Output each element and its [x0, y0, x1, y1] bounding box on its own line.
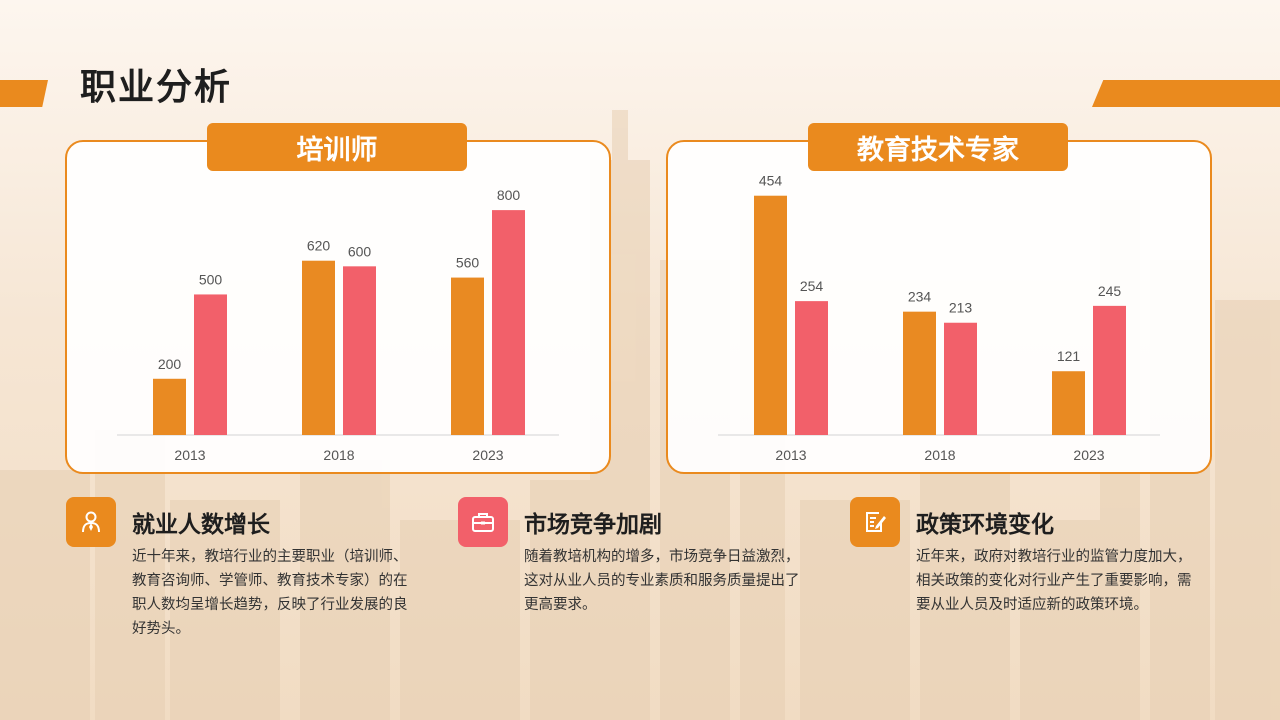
info-title: 政策环境变化: [916, 512, 1054, 538]
x-tick-label: 2018: [924, 447, 955, 463]
decorative-bar-left: [0, 80, 48, 107]
data-label: 620: [307, 238, 331, 254]
bar-2018-series-2: [343, 266, 376, 435]
info-title: 市场竞争加剧: [524, 512, 662, 538]
bar-2023-series-2: [492, 210, 525, 435]
info-text: 近十年来，教培行业的主要职业（培训师、教育咨询师、学管师、教育技术专家）的在职人…: [132, 549, 408, 637]
data-label: 600: [348, 243, 372, 259]
data-label: 800: [497, 187, 521, 203]
data-label: 500: [199, 271, 223, 287]
x-tick-label: 2023: [472, 447, 503, 463]
briefcase-icon: [458, 497, 508, 547]
data-label: 234: [908, 289, 932, 305]
bar-2018-series-1: [903, 311, 936, 435]
bar-chart-edtech-expert: 454 254 2013 234 213 2018 121 245 2023: [718, 173, 1160, 463]
data-label: 121: [1057, 348, 1081, 364]
chart-title-trainer: 培训师: [207, 123, 467, 171]
chart-panel-edtech-expert: 454 254 2013 234 213 2018 121 245 2023: [666, 140, 1212, 474]
info-text: 随着教培机构的增多，市场竞争日益激烈，这对从业人员的专业素质和服务质量提出了更高…: [524, 549, 800, 613]
person-icon: [66, 497, 116, 547]
bar-chart-trainer: 200 500 2013 620 600 2018 560 800 2023: [117, 187, 559, 463]
info-text: 近年来，政府对教培行业的监管力度加大，相关政策的变化对行业产生了重要影响，需要从…: [916, 549, 1192, 613]
bar-2023-series-2: [1093, 305, 1126, 435]
data-label: 560: [456, 255, 480, 271]
bar-2018-series-2: [944, 322, 977, 435]
bar-2013-series-2: [795, 301, 828, 435]
bar-2023-series-1: [1052, 371, 1085, 435]
page-title: 职业分析: [80, 67, 233, 108]
data-label: 254: [800, 278, 824, 294]
chart-panel-trainer: 200 500 2013 620 600 2018 560 800 2023: [65, 140, 611, 474]
bar-2013-series-1: [153, 378, 186, 435]
document-edit-icon: [850, 497, 900, 547]
decorative-bar-right: [1092, 80, 1280, 107]
bar-2013-series-2: [194, 294, 227, 435]
data-label: 213: [949, 300, 973, 316]
chart-title-edtech-expert: 教育技术专家: [808, 123, 1068, 171]
bar-2023-series-1: [451, 277, 484, 435]
info-title: 就业人数增长: [132, 512, 270, 538]
data-label: 245: [1098, 283, 1122, 299]
bar-2018-series-1: [302, 260, 335, 435]
x-tick-label: 2013: [775, 447, 806, 463]
x-tick-label: 2018: [323, 447, 354, 463]
data-label: 200: [158, 356, 182, 372]
x-tick-label: 2023: [1073, 447, 1104, 463]
data-label: 454: [759, 173, 783, 189]
x-tick-label: 2013: [174, 447, 205, 463]
bar-2013-series-1: [754, 195, 787, 435]
